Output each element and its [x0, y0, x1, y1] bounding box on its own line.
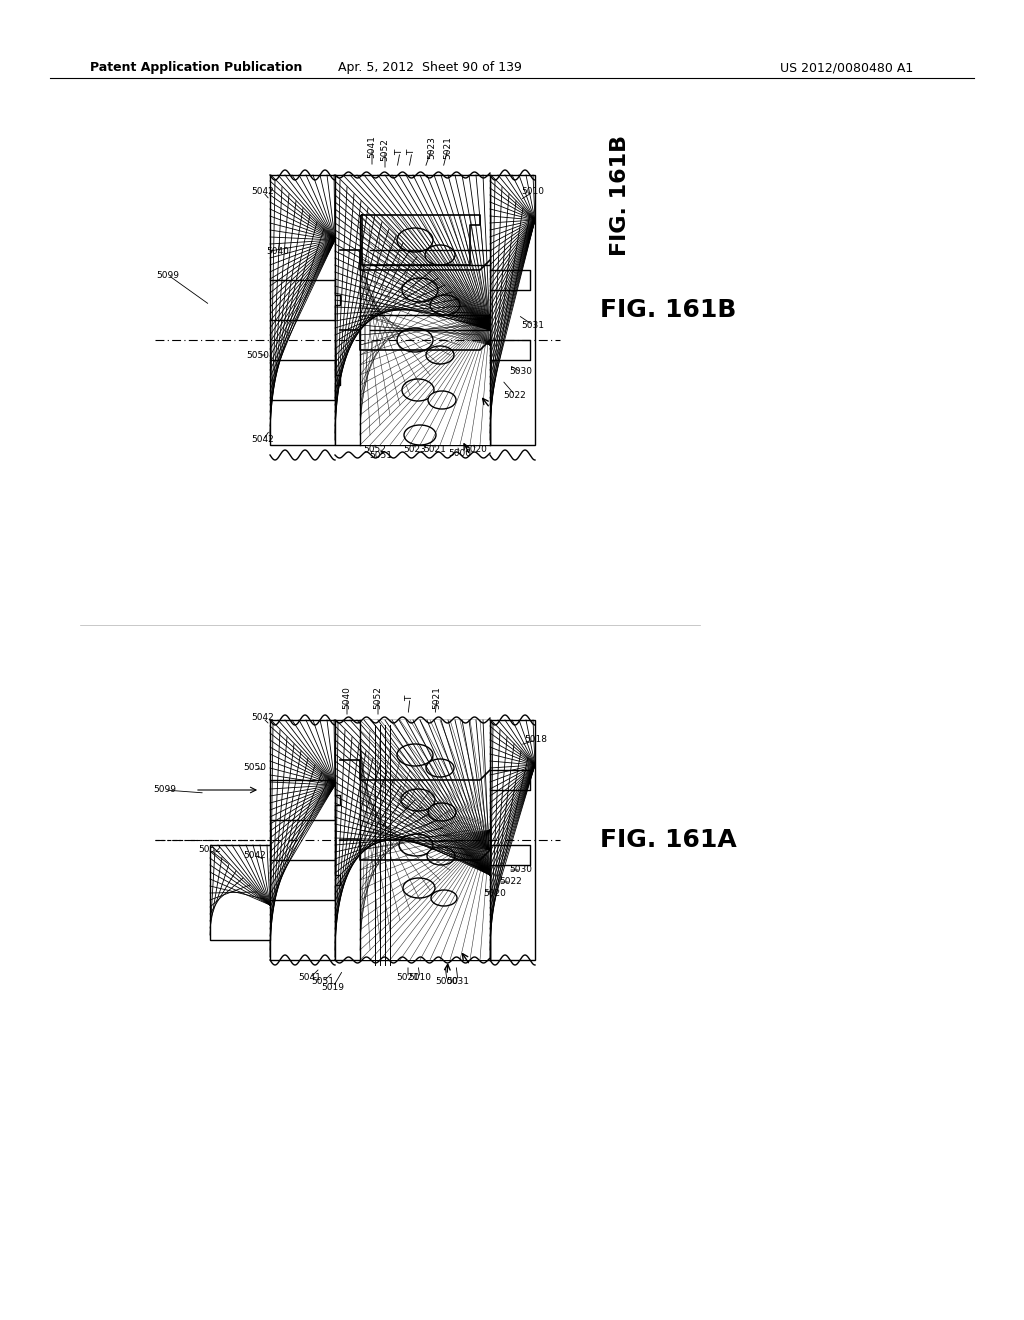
Text: 5031: 5031	[521, 321, 545, 330]
Text: 5010: 5010	[521, 187, 545, 197]
Text: T: T	[395, 149, 404, 154]
Text: 5041: 5041	[368, 136, 377, 158]
Text: 5000: 5000	[435, 977, 459, 986]
Text: 5052: 5052	[364, 446, 386, 454]
Text: 5099: 5099	[157, 271, 179, 280]
Text: 5021: 5021	[424, 446, 446, 454]
Text: 5023: 5023	[427, 136, 436, 160]
Ellipse shape	[426, 759, 454, 777]
Ellipse shape	[430, 294, 460, 315]
Ellipse shape	[397, 744, 433, 766]
Ellipse shape	[397, 327, 433, 352]
Text: 5051: 5051	[311, 978, 335, 986]
Ellipse shape	[399, 834, 433, 855]
Ellipse shape	[428, 391, 456, 409]
Text: 5040: 5040	[266, 248, 290, 256]
Ellipse shape	[402, 279, 438, 302]
Ellipse shape	[402, 379, 434, 401]
Polygon shape	[360, 215, 490, 445]
Text: 5023: 5023	[403, 446, 426, 454]
Text: 5030: 5030	[510, 866, 532, 874]
Text: 5051: 5051	[370, 450, 392, 459]
Ellipse shape	[404, 425, 436, 445]
Text: 5099: 5099	[154, 785, 176, 795]
Polygon shape	[335, 719, 490, 960]
Text: 5010: 5010	[409, 974, 431, 982]
Text: FIG. 161B: FIG. 161B	[600, 298, 736, 322]
Text: 5000: 5000	[449, 449, 471, 458]
Text: 5042: 5042	[252, 436, 274, 445]
Text: 5021: 5021	[432, 686, 441, 709]
Polygon shape	[490, 176, 535, 445]
Ellipse shape	[427, 847, 455, 865]
Text: 5052: 5052	[374, 686, 383, 709]
Text: Apr. 5, 2012  Sheet 90 of 139: Apr. 5, 2012 Sheet 90 of 139	[338, 62, 522, 74]
Ellipse shape	[426, 346, 454, 364]
Text: 5042: 5042	[244, 850, 266, 859]
Text: T: T	[408, 149, 417, 154]
Text: Patent Application Publication: Patent Application Publication	[90, 62, 302, 74]
Text: FIG. 161A: FIG. 161A	[600, 828, 736, 851]
Text: 5050: 5050	[244, 763, 266, 772]
Polygon shape	[490, 719, 535, 960]
Text: US 2012/0080480 A1: US 2012/0080480 A1	[780, 62, 913, 74]
Text: 5041: 5041	[299, 974, 322, 982]
Text: 5031: 5031	[446, 977, 469, 986]
Ellipse shape	[397, 228, 433, 252]
Text: 5020: 5020	[465, 446, 487, 454]
Polygon shape	[360, 719, 490, 960]
Text: 5019: 5019	[322, 982, 344, 991]
Text: 5020: 5020	[483, 888, 507, 898]
Text: FIG. 161B: FIG. 161B	[610, 135, 630, 256]
Text: 5050: 5050	[247, 351, 269, 359]
Text: 5021: 5021	[443, 136, 453, 160]
Ellipse shape	[403, 878, 435, 898]
Polygon shape	[270, 176, 335, 445]
Ellipse shape	[428, 803, 456, 821]
Text: 5022: 5022	[500, 878, 522, 887]
Polygon shape	[270, 719, 335, 960]
Text: 5052: 5052	[381, 139, 389, 161]
Text: 5040: 5040	[342, 686, 351, 709]
Text: 5018: 5018	[524, 735, 548, 744]
Polygon shape	[210, 845, 270, 940]
Ellipse shape	[431, 890, 457, 906]
Polygon shape	[335, 176, 490, 445]
Text: 5052: 5052	[199, 846, 221, 854]
Ellipse shape	[401, 789, 435, 810]
Text: 5021: 5021	[396, 974, 420, 982]
Text: 5030: 5030	[510, 367, 532, 376]
Text: 5042: 5042	[252, 714, 274, 722]
Text: 5022: 5022	[504, 391, 526, 400]
Text: 5042: 5042	[252, 187, 274, 197]
Text: T: T	[406, 696, 415, 701]
Ellipse shape	[425, 246, 455, 265]
